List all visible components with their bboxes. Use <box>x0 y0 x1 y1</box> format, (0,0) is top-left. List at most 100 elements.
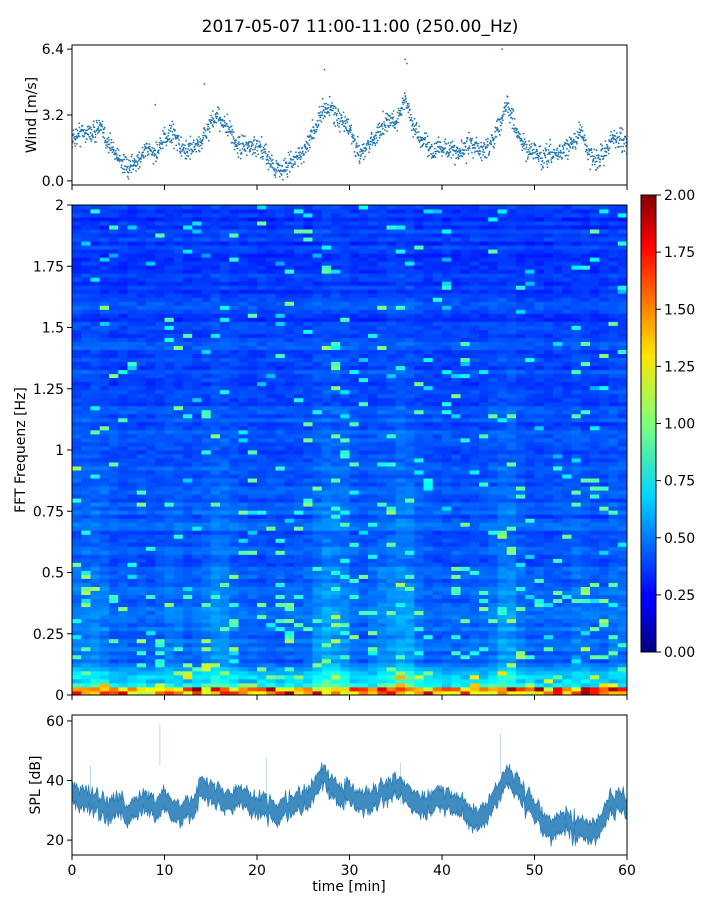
spectrogram-cell <box>99 289 110 294</box>
wind-point <box>450 141 452 144</box>
spectrogram-cell <box>229 401 239 407</box>
spectrogram-cell <box>109 377 119 383</box>
spectrogram-cell <box>210 329 221 334</box>
spectrogram-cell <box>229 277 239 282</box>
spectrogram-cell <box>220 385 230 391</box>
spectrogram-cell <box>257 486 267 491</box>
wind-point <box>208 127 211 130</box>
wind-point <box>342 121 345 124</box>
spectrogram-cell <box>192 490 202 495</box>
spectrogram-cell <box>229 209 239 214</box>
spectrogram-cell <box>118 482 128 487</box>
spectrogram-cell <box>294 237 304 242</box>
spectrogram-cell <box>220 213 230 218</box>
spectrogram-cell <box>257 261 267 266</box>
spectrogram-cell <box>257 662 267 668</box>
spectrogram-cell <box>173 514 184 519</box>
spectrogram-cell <box>229 341 239 346</box>
spectrogram-cell <box>81 450 91 455</box>
wind-point <box>384 124 387 127</box>
spectrogram-cell <box>201 401 212 407</box>
spectrogram-cell <box>72 321 82 326</box>
spectrogram-cell <box>164 590 175 595</box>
wind-point <box>304 151 307 154</box>
spectrogram-cell <box>72 590 82 595</box>
spectrogram-cell <box>303 397 313 403</box>
spectrogram-cell <box>275 209 286 214</box>
spectrogram-cell <box>183 522 193 527</box>
spectrogram-cell <box>257 542 267 547</box>
spectrogram-cell <box>183 622 193 628</box>
wind-point <box>112 141 115 144</box>
spectrogram-cell <box>183 590 193 595</box>
spectrogram-cell <box>210 409 221 415</box>
spectrogram-cell <box>284 526 295 531</box>
wind-point <box>321 97 324 100</box>
spectrogram-cell <box>220 281 230 286</box>
spectrogram-cell <box>294 574 304 579</box>
spectrogram-cell <box>146 626 156 632</box>
spectrogram-cell <box>136 289 147 294</box>
spectrogram-cell <box>238 313 249 318</box>
wind-point <box>158 149 160 152</box>
spectrogram-cell <box>247 538 258 543</box>
wind-point <box>263 144 266 147</box>
spectrogram-cell <box>164 554 175 559</box>
spectrogram-cell <box>146 445 156 451</box>
wind-point <box>78 122 80 125</box>
spectrogram-cell <box>146 225 156 230</box>
spectrogram-cell <box>266 598 276 604</box>
spectrogram-cell <box>127 534 138 539</box>
spectrogram-cell <box>192 458 202 463</box>
spectrogram-cell <box>146 437 156 443</box>
spectrogram-cell <box>183 437 193 443</box>
wind-point <box>472 157 474 159</box>
spectrogram-cell <box>229 345 239 350</box>
spectrogram-cell <box>284 265 295 270</box>
spectrogram-cell <box>164 405 175 411</box>
spectrogram-cell <box>284 502 295 507</box>
spectrogram-cell <box>238 554 249 559</box>
spectrogram-cell <box>155 530 165 535</box>
spectrogram-cell <box>220 686 230 692</box>
spectrogram-cell <box>127 225 138 230</box>
spectrogram-cell <box>81 586 91 591</box>
spectrogram-cell <box>90 381 101 387</box>
spectrogram-cell <box>183 550 193 555</box>
spectrogram-cell <box>183 385 193 391</box>
wind-point <box>608 147 611 149</box>
spectrogram-cell <box>146 333 156 338</box>
wind-point <box>490 141 492 143</box>
wind-point <box>174 129 176 132</box>
spectrogram-cell <box>247 309 258 314</box>
spectrogram-cell <box>294 478 304 483</box>
wind-point <box>96 129 99 131</box>
spectrogram-cell <box>220 269 230 274</box>
wind-point <box>448 148 451 151</box>
spectrogram-cell <box>201 670 212 676</box>
spectrogram-cell <box>294 454 304 459</box>
spectrogram-cell <box>229 494 239 499</box>
wind-point <box>550 161 553 164</box>
wind-point <box>468 131 470 134</box>
spectrogram-cell <box>127 518 138 523</box>
spectrogram-cell <box>220 526 230 531</box>
spectrogram-cell <box>72 602 82 608</box>
spectrogram-cell <box>294 578 304 583</box>
spectrogram-cell <box>275 265 286 270</box>
wind-point <box>203 83 206 85</box>
spectrogram-cell <box>136 405 147 411</box>
spectrogram-cell <box>220 654 230 660</box>
spectrogram-cell <box>257 574 267 579</box>
spectrogram-cell <box>136 666 147 672</box>
wind-point <box>427 141 429 144</box>
wind-point <box>86 129 88 132</box>
spectrogram-cell <box>109 578 119 583</box>
wind-point <box>477 142 480 145</box>
spectrogram-cell <box>183 574 193 579</box>
spectrogram-cell <box>90 622 101 628</box>
spectrogram-cell <box>118 425 128 431</box>
spectrogram-cell <box>257 313 267 318</box>
spectrogram-cell <box>183 225 193 230</box>
spectrogram-cell <box>257 562 267 567</box>
